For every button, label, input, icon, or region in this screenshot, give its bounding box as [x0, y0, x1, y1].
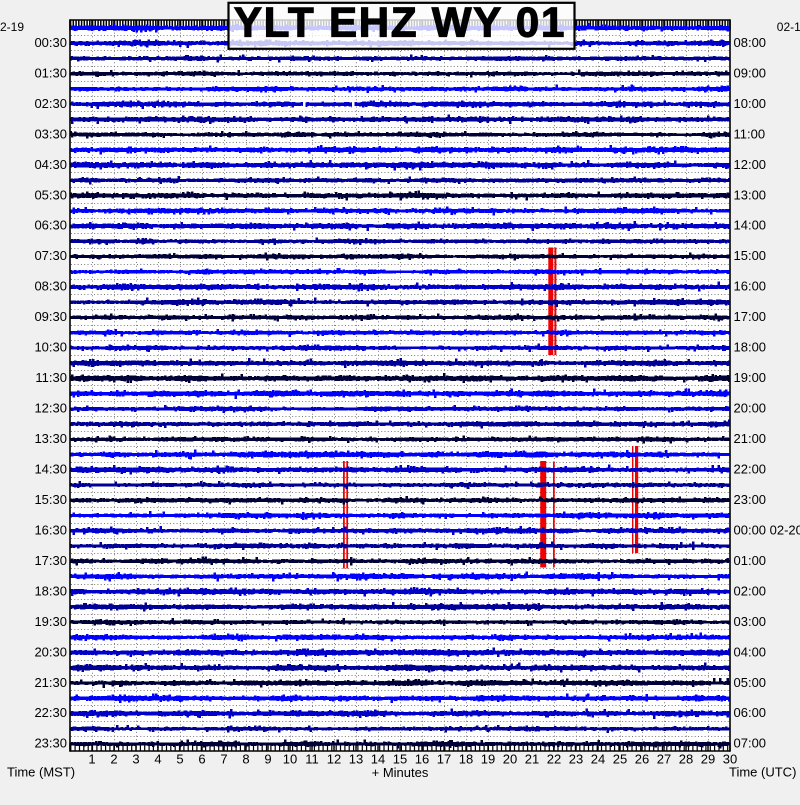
svg-text:22:00: 22:00	[734, 462, 767, 477]
svg-text:08:00: 08:00	[734, 35, 767, 50]
svg-text:17:00: 17:00	[734, 309, 767, 324]
svg-text:19: 19	[481, 752, 495, 767]
svg-text:13:30: 13:30	[34, 431, 67, 446]
svg-text:06:30: 06:30	[34, 218, 67, 233]
svg-text:02-19: 02-19	[0, 20, 24, 34]
svg-text:02-19: 02-19	[777, 20, 800, 34]
svg-text:18: 18	[459, 752, 473, 767]
svg-text:1: 1	[88, 752, 95, 767]
svg-text:22:30: 22:30	[34, 705, 67, 720]
svg-text:12:00: 12:00	[734, 157, 767, 172]
svg-text:03:00: 03:00	[734, 614, 767, 629]
svg-text:15:00: 15:00	[734, 248, 767, 263]
svg-text:05:30: 05:30	[34, 187, 67, 202]
svg-text:13: 13	[349, 752, 363, 767]
svg-text:YLT EHZ WY 01: YLT EHZ WY 01	[234, 0, 566, 46]
svg-text:20: 20	[503, 752, 517, 767]
svg-text:00:30: 00:30	[34, 35, 67, 50]
svg-text:23: 23	[569, 752, 583, 767]
svg-text:08:30: 08:30	[34, 279, 67, 294]
svg-text:27: 27	[657, 752, 671, 767]
svg-text:17:30: 17:30	[34, 553, 67, 568]
svg-text:8: 8	[242, 752, 249, 767]
svg-text:00:00 02-20: 00:00 02-20	[734, 522, 800, 537]
svg-text:20:30: 20:30	[34, 644, 67, 659]
svg-text:04:30: 04:30	[34, 157, 67, 172]
svg-text:10: 10	[283, 752, 297, 767]
svg-text:11:30: 11:30	[35, 370, 67, 385]
svg-text:Time (MST): Time (MST)	[7, 765, 75, 780]
svg-text:05:00: 05:00	[734, 675, 767, 690]
svg-text:11: 11	[305, 752, 319, 767]
svg-text:06:00: 06:00	[734, 705, 767, 720]
svg-text:11:00: 11:00	[734, 126, 766, 141]
svg-text:09:30: 09:30	[34, 309, 67, 324]
svg-text:2: 2	[110, 752, 117, 767]
svg-text:19:00: 19:00	[734, 370, 767, 385]
svg-text:15:30: 15:30	[34, 492, 67, 507]
svg-text:28: 28	[679, 752, 693, 767]
svg-text:21:00: 21:00	[734, 431, 767, 446]
svg-text:29: 29	[701, 752, 715, 767]
svg-text:14:30: 14:30	[34, 462, 67, 477]
svg-text:02:30: 02:30	[34, 96, 67, 111]
svg-text:26: 26	[635, 752, 649, 767]
svg-text:21: 21	[525, 752, 539, 767]
svg-text:01:00: 01:00	[734, 553, 767, 568]
svg-text:18:30: 18:30	[34, 583, 67, 598]
svg-text:07:00: 07:00	[734, 736, 767, 751]
svg-text:18:00: 18:00	[734, 340, 767, 355]
svg-text:3: 3	[132, 752, 139, 767]
svg-text:17: 17	[437, 752, 451, 767]
svg-text:+ Minutes: + Minutes	[372, 765, 429, 780]
svg-text:01:30: 01:30	[34, 65, 67, 80]
svg-text:25: 25	[613, 752, 627, 767]
svg-text:10:00: 10:00	[734, 96, 767, 111]
svg-text:Time (UTC): Time (UTC)	[729, 765, 796, 780]
svg-text:24: 24	[591, 752, 605, 767]
svg-text:03:30: 03:30	[34, 126, 67, 141]
svg-text:21:30: 21:30	[34, 675, 67, 690]
svg-text:4: 4	[154, 752, 161, 767]
svg-text:6: 6	[198, 752, 205, 767]
svg-text:19:30: 19:30	[34, 614, 67, 629]
svg-text:20:00: 20:00	[734, 401, 767, 416]
svg-text:14:00: 14:00	[734, 218, 767, 233]
svg-text:10:30: 10:30	[34, 340, 67, 355]
svg-text:5: 5	[176, 752, 183, 767]
svg-text:22: 22	[547, 752, 561, 767]
svg-text:02:00: 02:00	[734, 583, 767, 598]
svg-text:12:30: 12:30	[34, 401, 67, 416]
svg-text:23:30: 23:30	[34, 736, 67, 751]
svg-text:23:00: 23:00	[734, 492, 767, 507]
svg-text:7: 7	[220, 752, 227, 767]
svg-text:04:00: 04:00	[734, 644, 767, 659]
svg-text:9: 9	[264, 752, 271, 767]
svg-text:07:30: 07:30	[34, 248, 67, 263]
svg-text:12: 12	[327, 752, 341, 767]
svg-text:09:00: 09:00	[734, 65, 767, 80]
svg-text:16:30: 16:30	[34, 522, 67, 537]
svg-text:16:00: 16:00	[734, 279, 767, 294]
svg-text:13:00: 13:00	[734, 187, 767, 202]
